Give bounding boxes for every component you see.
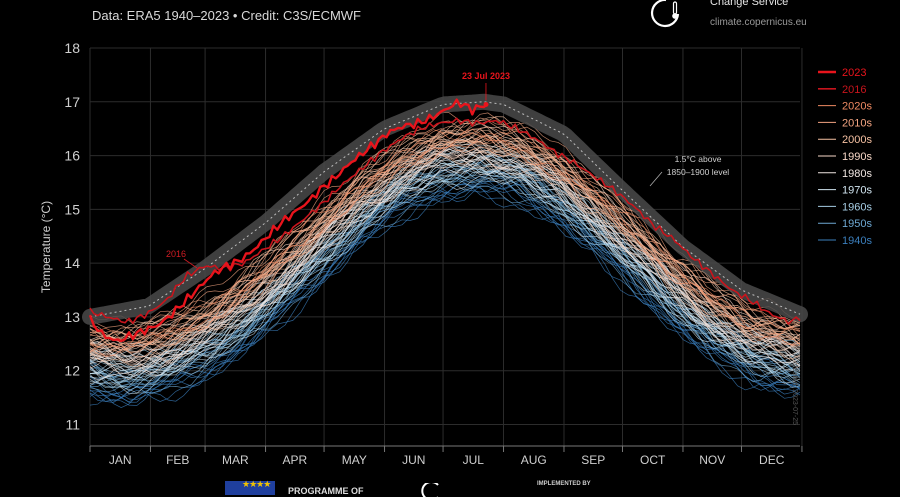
annotation-2016-leader xyxy=(183,258,198,269)
footer xyxy=(0,476,900,495)
year-line xyxy=(89,135,801,354)
year-line xyxy=(89,163,801,385)
grid-layer xyxy=(89,47,803,446)
side-credit: created: 2023-07-25 xyxy=(791,362,798,426)
year-line xyxy=(90,182,801,408)
temperature-chart: JAN FEB MAR APR MAY JUN JUL AUG SEP OCT NOV DEC 11 12… xyxy=(39,40,872,467)
climatology-layer xyxy=(89,112,801,408)
year-line xyxy=(89,169,801,388)
y-tick-label: 13 xyxy=(64,309,80,325)
legend-label: 1960s xyxy=(842,201,872,213)
year-line xyxy=(89,131,801,353)
y-tick-label: 14 xyxy=(64,255,80,271)
month-tick-label: JUL xyxy=(463,453,485,467)
legend-label: 1940s xyxy=(842,235,872,247)
legend-label: 1970s xyxy=(842,185,872,197)
peak-point xyxy=(483,101,489,107)
series-2023-line xyxy=(88,98,489,343)
legend: 2023 2016 2020s 2010s 2000s 1990s 1980s 1970s 19… xyxy=(818,67,872,247)
y-tick-label: 16 xyxy=(64,148,80,164)
year-line xyxy=(89,177,801,394)
year-line xyxy=(89,129,801,353)
copernicus-small-logo-icon xyxy=(421,483,439,497)
month-tick-label: JUN xyxy=(402,453,425,467)
highlight-layer xyxy=(88,98,801,343)
year-line xyxy=(89,182,801,403)
month-tick-label: JAN xyxy=(109,453,132,467)
year-line xyxy=(89,154,801,371)
year-line xyxy=(89,155,801,381)
month-tick-label: FEB xyxy=(166,453,189,467)
month-tick-label: OCT xyxy=(640,453,666,467)
y-tick-label: 11 xyxy=(65,416,80,432)
legend-label: 2020s xyxy=(842,101,872,113)
y-tick-label: 15 xyxy=(64,201,80,217)
legend-label: 1990s xyxy=(842,151,872,163)
year-line xyxy=(89,181,801,403)
year-line xyxy=(89,148,801,367)
year-line xyxy=(89,158,801,380)
month-tick-label: MAR xyxy=(222,453,249,467)
series-2016-line xyxy=(89,117,801,325)
axis-layer: JAN FEB MAR APR MAY JUN JUL AUG SEP OCT NOV DEC 11 12… xyxy=(39,40,803,467)
threshold-leader-line xyxy=(649,171,663,187)
year-line xyxy=(89,141,801,363)
year-line xyxy=(89,156,801,378)
legend-label: 2023 xyxy=(842,67,866,79)
year-line xyxy=(89,117,801,337)
year-line xyxy=(89,178,801,394)
year-line xyxy=(89,129,801,346)
year-line xyxy=(89,174,801,395)
brand-url: climate.copernicus.eu xyxy=(710,17,807,28)
month-tick-label: AUG xyxy=(521,453,547,467)
year-line xyxy=(89,158,801,384)
month-tick-label: MAY xyxy=(342,453,367,467)
chart-subtitle: Data: ERA5 1940–2023 • Credit: C3S/ECMWF xyxy=(92,8,362,23)
legend-label: 1950s xyxy=(842,218,872,230)
year-line xyxy=(89,163,801,376)
y-tick-label: 17 xyxy=(64,94,80,110)
y-tick-label: 12 xyxy=(64,363,80,379)
y-tick-label: 18 xyxy=(64,40,80,56)
year-line xyxy=(89,150,801,368)
annotation-layer: 23 Jul 2023 2016 1.5°C above 1850–1900 leve… xyxy=(166,71,730,269)
year-line xyxy=(89,168,801,391)
legend-label: 2000s xyxy=(842,134,872,146)
brand-name: Change Service xyxy=(710,0,789,8)
month-tick-label: NOV xyxy=(699,453,725,467)
programme-label: PROGRAMME OF xyxy=(288,486,364,496)
legend-label: 1980s xyxy=(842,168,872,180)
eu-flag-icon: ★★★★ xyxy=(225,479,275,495)
year-line xyxy=(89,134,801,357)
threshold-annotation-line1: 1.5°C above xyxy=(675,154,722,164)
month-tick-label: SEP xyxy=(581,453,605,467)
year-line xyxy=(89,133,801,357)
legend-label: 2016 xyxy=(842,84,866,96)
legend-label: 2010s xyxy=(842,117,872,129)
annotation-2016: 2016 xyxy=(166,249,186,259)
year-line xyxy=(89,186,801,406)
threshold-annotation-line2: 1850–1900 level xyxy=(667,167,730,177)
month-tick-label: APR xyxy=(282,453,307,467)
implemented-by-label: IMPLEMENTED BY xyxy=(537,481,591,487)
y-axis-label: Temperature (°C) xyxy=(39,201,53,293)
year-line xyxy=(89,139,801,358)
copernicus-logo-icon xyxy=(650,0,680,28)
month-tick-label: DEC xyxy=(759,453,785,467)
peak-annotation: 23 Jul 2023 xyxy=(462,71,510,81)
year-line xyxy=(89,129,801,346)
